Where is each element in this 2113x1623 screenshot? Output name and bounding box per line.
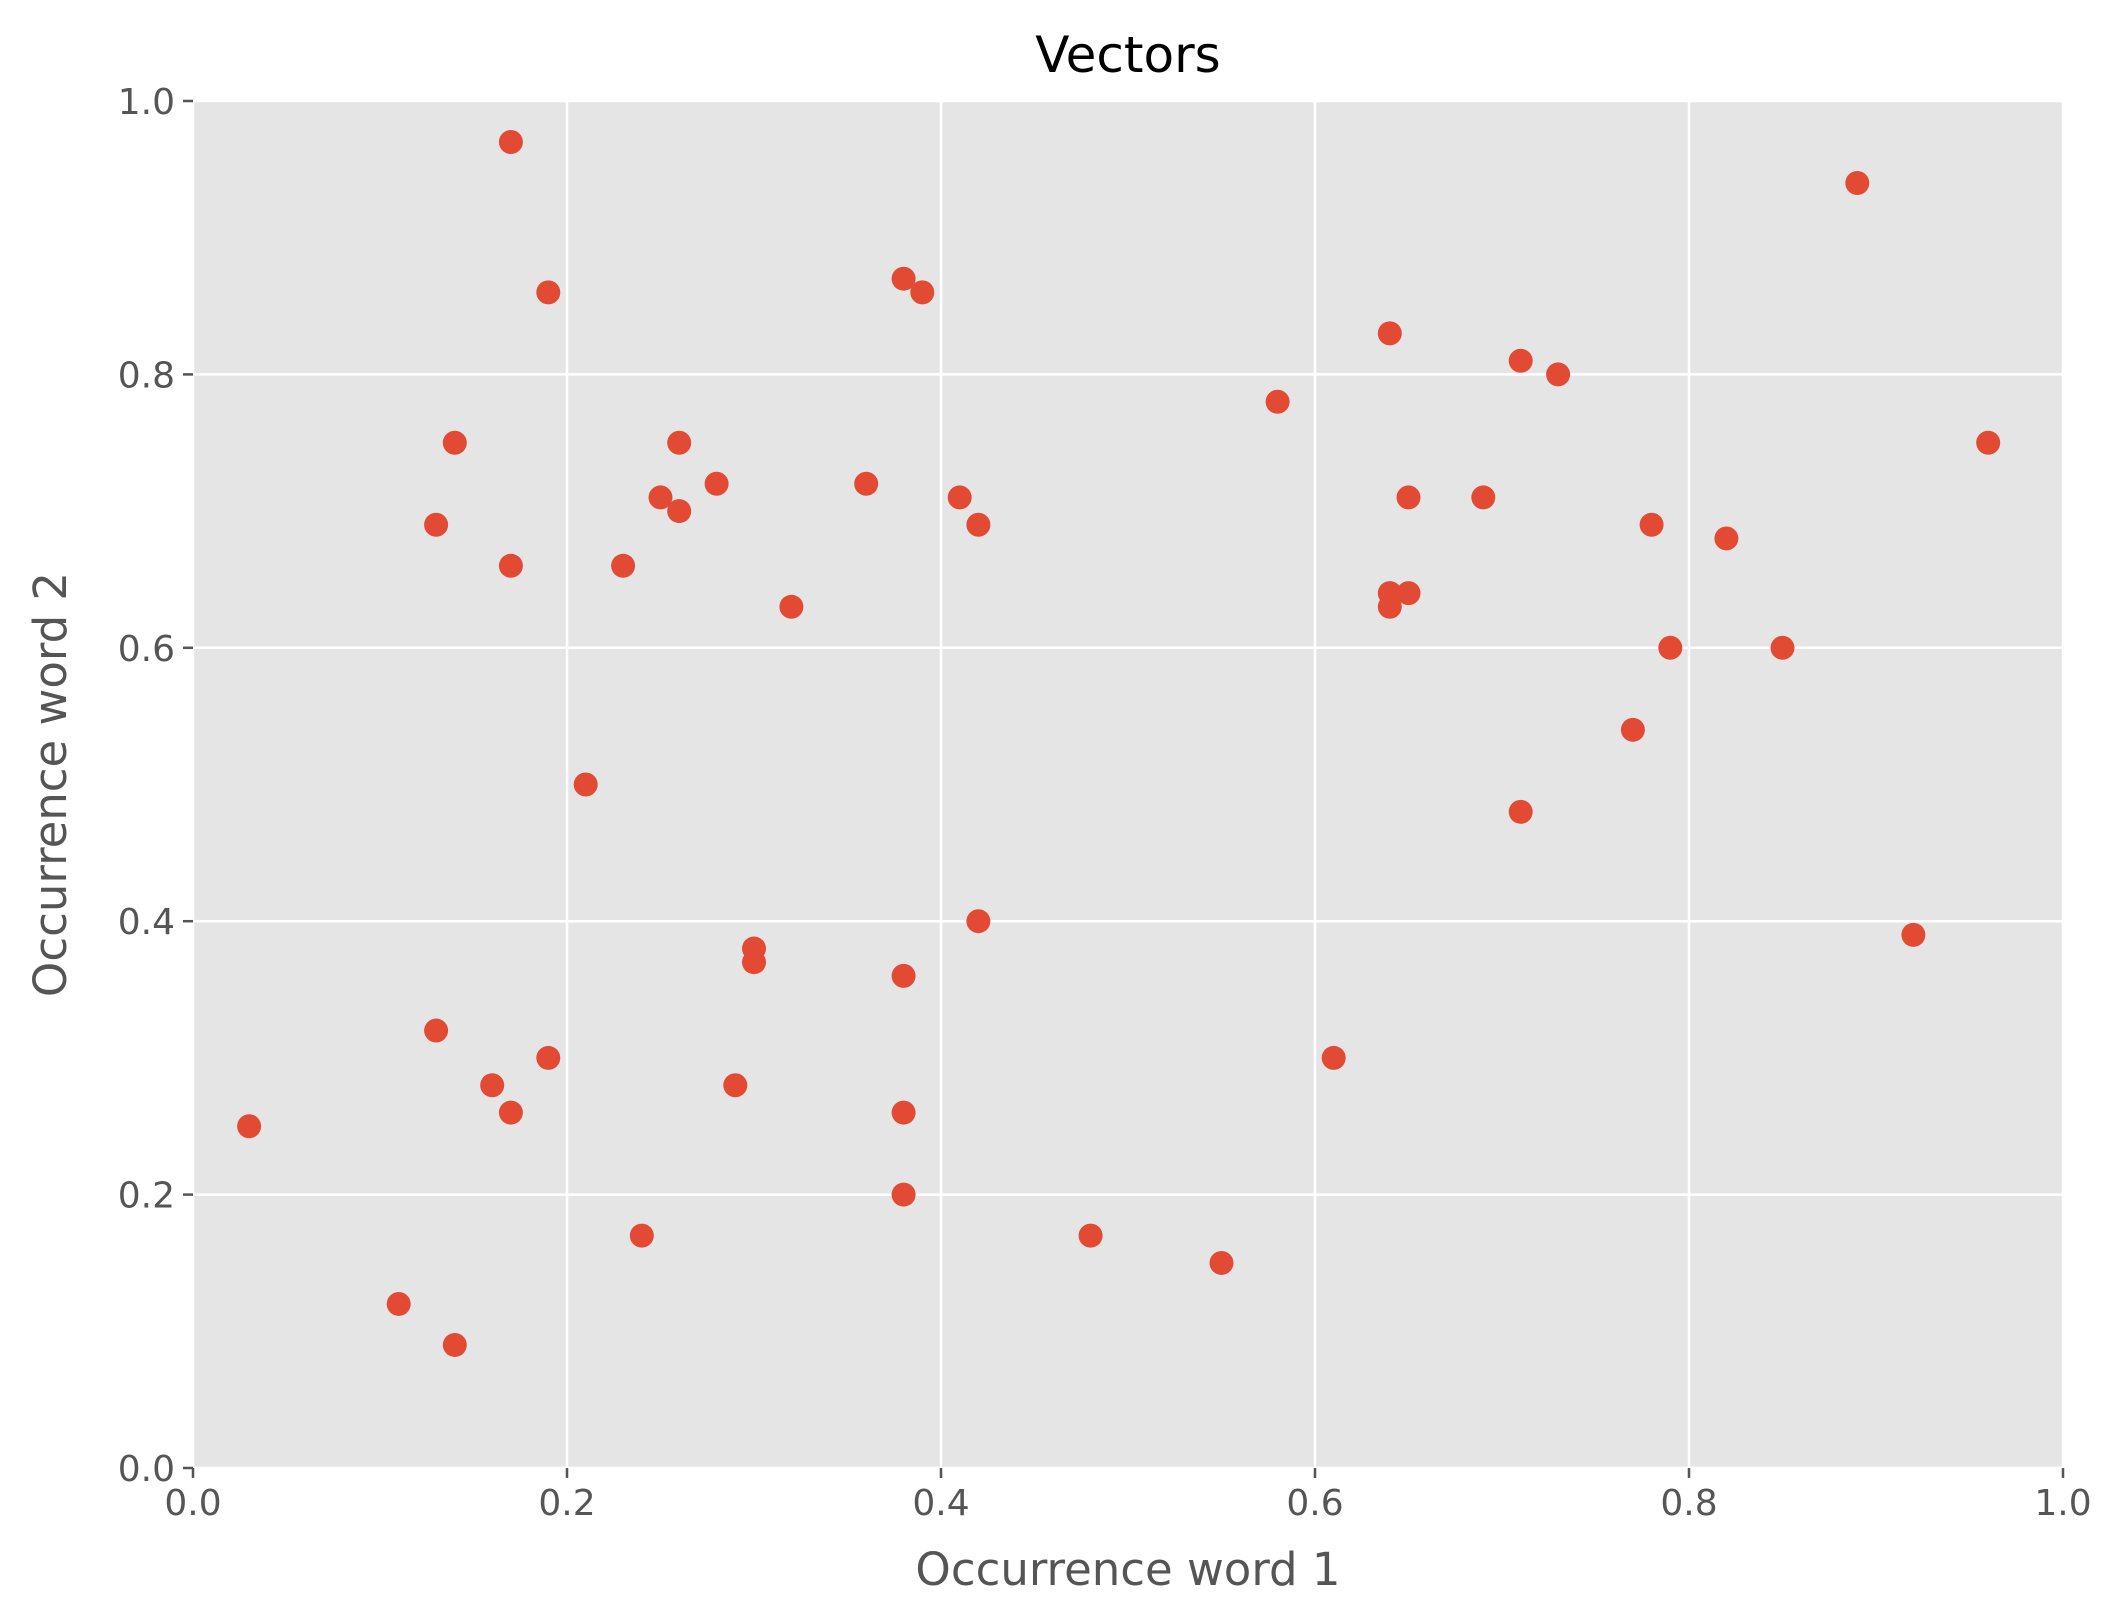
data-point [1714, 526, 1739, 551]
data-point [1901, 922, 1926, 947]
data-point [648, 485, 673, 510]
y-tick-label: 0.2 [118, 1176, 175, 1217]
data-point [1976, 430, 2001, 455]
data-point [1321, 1045, 1346, 1070]
data-point [424, 512, 449, 537]
data-point [611, 553, 636, 578]
data-point [966, 512, 991, 537]
data-point [442, 430, 467, 455]
data-point [498, 553, 523, 578]
data-point [742, 950, 766, 975]
data-point [667, 430, 692, 455]
data-point [1396, 581, 1421, 606]
x-axis-label: Occurrence word 1 [915, 1543, 1340, 1596]
x-tick-label: 0.8 [1660, 1483, 1717, 1524]
x-tick-label: 1.0 [2034, 1483, 2091, 1524]
axis-ticks: 0.0 0.2 0.4 0.6 0.8 1.0 0.0 0.2 0.4 0.6 0.8 1.0 [118, 82, 2092, 1524]
data-point [1265, 389, 1290, 414]
data-point [536, 1045, 561, 1070]
x-tick-label: 0.2 [538, 1483, 595, 1524]
data-point [891, 1100, 916, 1125]
data-point [854, 471, 879, 496]
plot-area [193, 101, 2063, 1468]
data-point [947, 485, 972, 510]
data-point [891, 1182, 916, 1207]
data-point [704, 471, 729, 496]
data-point [1078, 1223, 1103, 1248]
y-tick-label: 1.0 [118, 82, 175, 123]
data-points [237, 130, 2001, 1357]
data-point [1209, 1250, 1234, 1275]
data-point [891, 963, 916, 988]
data-point [480, 1073, 505, 1098]
data-point [424, 1018, 449, 1043]
y-tick-label: 0.6 [118, 629, 175, 670]
data-point [1770, 635, 1795, 660]
data-point [1508, 799, 1533, 824]
y-tick-label: 0.0 [118, 1449, 175, 1490]
data-point [1471, 485, 1496, 510]
data-point [1620, 717, 1645, 742]
data-point [498, 130, 523, 155]
data-point [1377, 321, 1402, 346]
y-axis-label: Occurrence word 2 [24, 572, 77, 997]
data-point [442, 1332, 467, 1357]
data-point [891, 266, 916, 291]
data-point [629, 1223, 654, 1248]
data-point [779, 594, 804, 619]
data-point [536, 280, 561, 305]
x-tick-label: 0.4 [912, 1483, 969, 1524]
data-point [1377, 594, 1402, 619]
y-tick-label: 0.8 [118, 355, 175, 396]
x-tick-label: 0.6 [1286, 1483, 1343, 1524]
data-point [1658, 635, 1683, 660]
data-point [573, 772, 598, 797]
data-point [723, 1073, 748, 1098]
data-point [1508, 348, 1533, 373]
data-point [966, 909, 991, 934]
data-point [1546, 362, 1571, 387]
data-point [498, 1100, 523, 1125]
chart-title: Vectors [1035, 26, 1220, 84]
data-point [667, 499, 692, 524]
data-point [1639, 512, 1664, 537]
data-point [1845, 171, 1870, 196]
data-point [910, 280, 935, 305]
data-point [386, 1291, 411, 1316]
data-point [237, 1114, 262, 1139]
grid-lines [191, 99, 2065, 1470]
y-tick-label: 0.4 [118, 902, 175, 943]
x-tick-label: 0.0 [164, 1483, 221, 1524]
data-point [1396, 485, 1421, 510]
